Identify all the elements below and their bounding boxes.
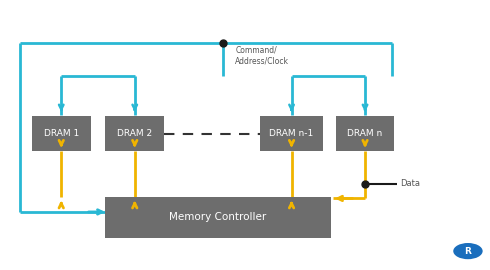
Text: DRAM n-1: DRAM n-1 [270, 129, 314, 138]
Circle shape [453, 243, 483, 259]
Text: Data: Data [400, 179, 420, 188]
FancyBboxPatch shape [260, 116, 323, 151]
FancyBboxPatch shape [105, 197, 331, 238]
Text: Memory Controller: Memory Controller [170, 212, 267, 222]
FancyBboxPatch shape [105, 116, 164, 151]
FancyBboxPatch shape [32, 116, 91, 151]
Text: R: R [465, 247, 471, 256]
Text: DRAM 1: DRAM 1 [44, 129, 79, 138]
Text: DRAM n: DRAM n [347, 129, 383, 138]
Text: Command/
Address/Clock: Command/ Address/Clock [235, 46, 289, 65]
FancyBboxPatch shape [336, 116, 394, 151]
Text: DRAM 2: DRAM 2 [117, 129, 152, 138]
